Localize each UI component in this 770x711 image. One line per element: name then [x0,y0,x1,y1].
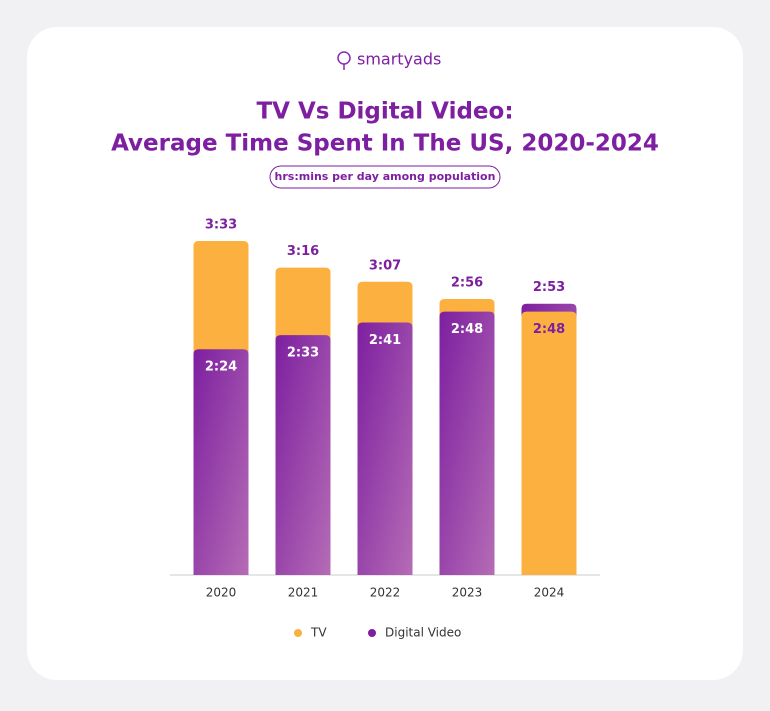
bar [275,335,331,575]
x-tick-label: 2020 [206,586,237,600]
bar [439,311,495,575]
x-tick-label: 2024 [534,586,565,600]
legend-label: Digital Video [385,626,461,640]
legend-label: TV [310,626,327,640]
x-tick-label: 2023 [452,586,483,600]
subtitle-pill [269,165,501,189]
legend-swatch [368,629,376,637]
brand: smartyads [357,50,441,69]
value-label: 3:33 [205,218,237,233]
value-label: 2:48 [451,322,483,337]
value-label: 2:33 [287,346,319,361]
x-tick-label: 2022 [370,586,401,600]
value-label: 3:16 [287,244,319,259]
value-label: 2:56 [451,276,483,291]
subtitle: hrs:mins per day among population [275,170,496,183]
value-label: 3:07 [369,258,401,273]
value-label: 2:41 [369,333,401,348]
bar [357,322,413,575]
x-tick-label: 2021 [288,586,319,600]
bar [521,311,577,575]
value-label: 2:53 [533,280,565,295]
bar [193,349,249,575]
chart-title: TV Vs Digital Video: [256,99,513,125]
logo [337,51,351,70]
value-label: 2:48 [533,322,565,337]
chart-title: Average Time Spent In The US, 2020-2024 [111,131,659,157]
value-label: 2:24 [205,360,237,375]
legend-swatch [294,629,302,637]
